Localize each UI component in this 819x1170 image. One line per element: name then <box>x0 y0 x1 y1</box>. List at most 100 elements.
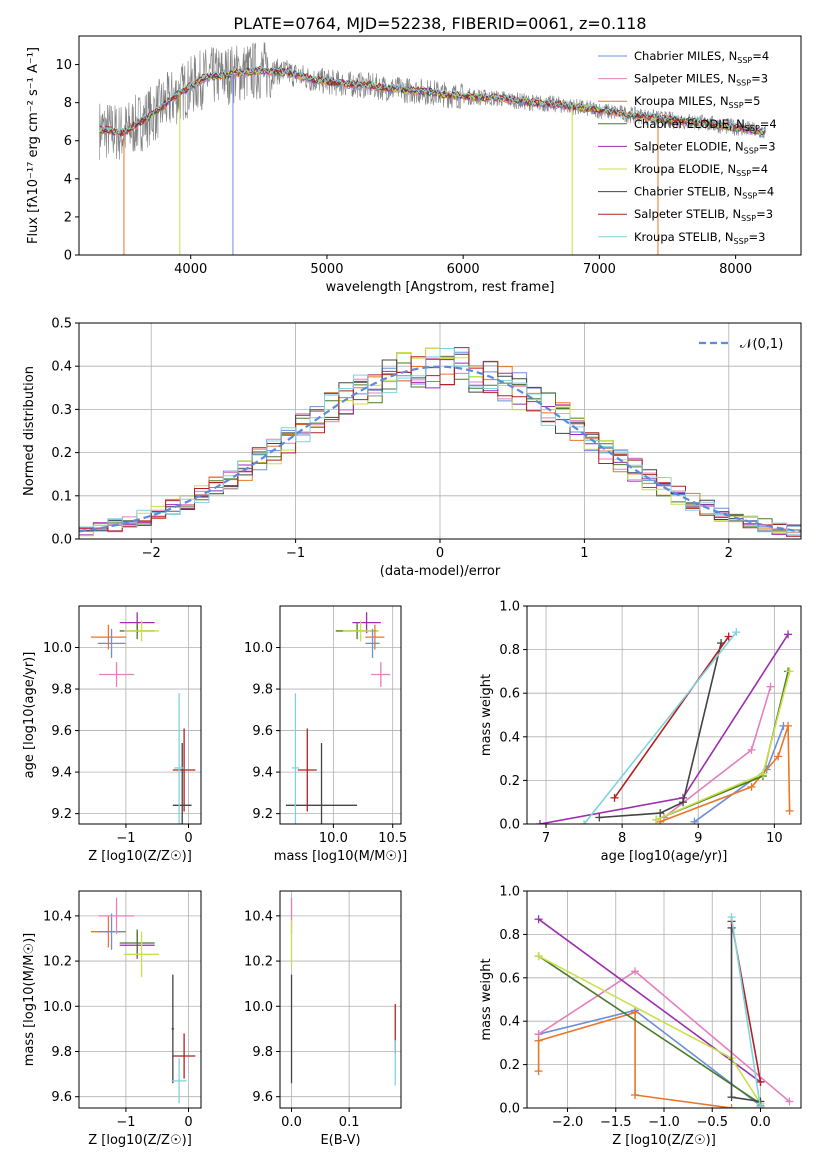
y-tick-label: 10.0 <box>43 641 72 656</box>
figure-title: PLATE=0764, MJD=52238, FIBERID=0061, z=0… <box>233 14 646 33</box>
y-tick-label: 10.0 <box>43 1000 72 1015</box>
y-tick-label: 8 <box>64 96 72 111</box>
axes-frame <box>279 890 402 1109</box>
y-tick-label: 0.2 <box>499 1058 520 1073</box>
chart-mass_vs_ebv: 0.0 0.1 9.6 9.8 10.0 10.2 10.4 E(B-V) <box>244 890 402 1148</box>
data-point <box>171 974 175 1084</box>
data-point <box>172 728 196 812</box>
x-tick-label: 0.0 <box>750 1115 771 1130</box>
histogram-steps <box>79 348 801 535</box>
y-tick-label: 0.0 <box>499 818 520 833</box>
y-tick-label: 9.2 <box>51 807 72 822</box>
weight-series-line <box>583 631 737 824</box>
weight-series <box>534 952 765 1108</box>
x-tick-label: −0.5 <box>696 1115 728 1130</box>
chart-mass_weight_vs_Z: −2.0 −1.5 −1.0 −0.5 0.0 0.0 0.2 0.4 0.6 0.8 1.0 Z [… <box>479 885 802 1148</box>
y-tick-label: 10.0 <box>244 641 273 656</box>
weight-series-line <box>693 725 785 823</box>
histogram-steps <box>79 347 801 537</box>
y-tick-label: 0 <box>64 249 72 264</box>
model-spectrum-line <box>98 66 766 135</box>
y-tick-label: 9.6 <box>252 724 273 739</box>
weight-series <box>610 632 733 802</box>
x-tick-label: 0.0 <box>281 1115 302 1130</box>
x-tick-label: 7 <box>542 831 550 846</box>
x-tick-label: 2 <box>725 546 733 561</box>
x-axis-label: Z [log10(Z/Z☉)] <box>612 1133 716 1148</box>
y-tick-label: 0.0 <box>499 1102 520 1117</box>
data-point <box>291 693 299 824</box>
axes-frame <box>526 890 802 1109</box>
y-tick-label: 9.6 <box>252 1090 273 1105</box>
x-tick-label: 4000 <box>174 262 207 277</box>
x-tick-label: −1 <box>116 831 135 846</box>
x-axis-label: E(B-V) <box>320 1133 360 1148</box>
plot-area <box>535 628 794 824</box>
data-point <box>119 929 155 957</box>
y-tick-label: 0.1 <box>51 489 72 504</box>
weight-series-line <box>613 636 730 799</box>
x-tick-label: −1.5 <box>600 1115 632 1130</box>
x-tick-label: −2 <box>142 546 161 561</box>
plot-area <box>90 897 196 1104</box>
data-point <box>172 743 192 824</box>
y-tick-label: 2 <box>64 210 72 225</box>
data-point <box>97 913 126 950</box>
plot-area <box>285 612 391 824</box>
x-axis-label: Z [log10(Z/Z☉)] <box>88 849 192 864</box>
x-tick-label: 0.1 <box>339 1115 360 1130</box>
y-axis-label: Flux [fλ10⁻¹⁷ erg cm⁻² s⁻¹ A⁻¹] <box>26 47 41 244</box>
x-axis-label: age [log10(age/yr)] <box>601 849 728 864</box>
weight-series <box>727 913 765 1108</box>
x-tick-label: 6000 <box>447 262 480 277</box>
legend-label: Salpeter MILES, NSSP=3 <box>634 72 768 88</box>
x-tick-label: −1 <box>116 1115 135 1130</box>
chart-age_vs_mass: 10.0 10.5 9.2 9.4 9.6 9.8 10.0 mass [log10(M/M☉… <box>244 605 407 864</box>
y-tick-label: 10 <box>55 58 72 73</box>
x-tick-label: 0 <box>184 831 192 846</box>
data-point <box>172 1033 196 1079</box>
x-tick-label: 0 <box>436 546 444 561</box>
y-tick-label: 10.4 <box>244 909 273 924</box>
y-axis-label: age [log10(age/yr)] <box>22 652 37 779</box>
y-tick-label: 0.2 <box>499 774 520 789</box>
x-tick-label: 10.5 <box>378 831 407 846</box>
y-tick-label: 0.6 <box>499 971 520 986</box>
data-point <box>124 620 160 642</box>
x-tick-label: 10.0 <box>319 831 348 846</box>
weight-series <box>595 639 726 822</box>
data-point <box>371 662 391 687</box>
x-tick-label: 1 <box>580 546 588 561</box>
x-axis-label: (data-model)/error <box>380 564 501 579</box>
x-tick-label: −1 <box>286 546 305 561</box>
x-tick-label: 5000 <box>310 262 343 277</box>
plot-area <box>79 347 801 537</box>
axes-frame <box>78 890 202 1109</box>
y-tick-label: 9.6 <box>51 1090 72 1105</box>
weight-series-line <box>537 1011 761 1108</box>
y-tick-label: 6 <box>64 134 72 149</box>
x-axis-label: wavelength [Angstrom, rest frame] <box>326 280 555 295</box>
data-point <box>365 624 385 650</box>
y-tick-label: 9.8 <box>51 1045 72 1060</box>
chart-mass_weight_vs_age: 7 8 9 10 0.0 0.2 0.4 0.6 0.8 1.0 age [log10(age/yr… <box>479 600 802 864</box>
weight-series <box>534 915 765 1086</box>
y-tick-label: 9.6 <box>51 724 72 739</box>
y-axis-label: mass weight <box>479 958 494 1040</box>
y-tick-label: 9.4 <box>51 766 72 781</box>
y-tick-label: 10.4 <box>43 909 72 924</box>
weight-series <box>652 667 794 824</box>
weight-series-line <box>538 955 761 1105</box>
data-point <box>365 628 380 658</box>
y-axis-label: mass weight <box>479 674 494 756</box>
y-tick-label: 0.5 <box>51 317 72 332</box>
x-axis-label: Z [log10(Z/Z☉)] <box>88 1133 192 1148</box>
axes-frame <box>78 322 802 540</box>
y-axis-label: mass [log10(M/M☉)] <box>22 933 37 1066</box>
weight-series-line <box>730 916 762 1108</box>
axes-frame <box>78 35 802 256</box>
y-tick-label: 0.6 <box>499 687 520 702</box>
x-tick-label: 8 <box>618 831 626 846</box>
